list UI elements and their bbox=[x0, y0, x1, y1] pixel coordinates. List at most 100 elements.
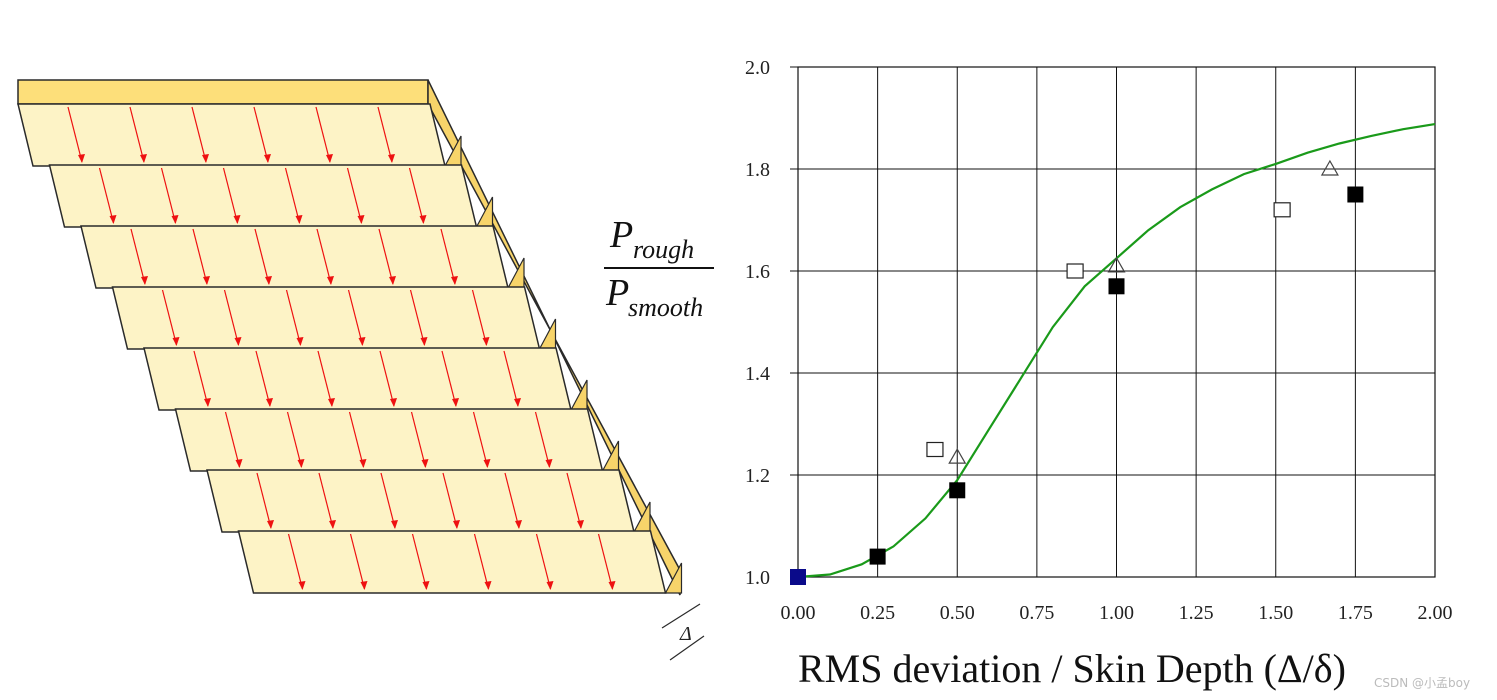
current-arrow bbox=[287, 533, 304, 590]
current-arrowhead bbox=[421, 459, 429, 468]
current-arrow bbox=[410, 411, 427, 468]
current-arrow bbox=[224, 411, 241, 468]
current-arrow bbox=[98, 167, 115, 224]
current-arrow bbox=[409, 289, 426, 346]
current-arrowhead bbox=[515, 520, 522, 529]
current-arrowhead bbox=[172, 337, 180, 346]
current-arrow bbox=[254, 228, 270, 285]
current-arrowhead bbox=[266, 398, 273, 407]
y-axis-label: P rough P smooth bbox=[604, 214, 714, 322]
current-arrow bbox=[284, 167, 301, 224]
y-label-numerator: P bbox=[609, 214, 633, 256]
data-point-open-square bbox=[1066, 263, 1084, 279]
current-arrow bbox=[442, 472, 458, 529]
current-arrow bbox=[472, 411, 489, 468]
data-point-filled-square bbox=[949, 482, 966, 499]
current-arrow bbox=[378, 228, 394, 285]
delta-dim-line bbox=[661, 603, 701, 629]
current-arrow bbox=[315, 106, 331, 163]
y-label-denominator-sub: smooth bbox=[628, 293, 703, 322]
current-arrow bbox=[317, 350, 333, 407]
current-arrowhead bbox=[357, 215, 365, 224]
current-arrowhead bbox=[577, 520, 584, 529]
current-arrowhead bbox=[234, 337, 242, 346]
current-arrowhead bbox=[78, 154, 85, 163]
current-arrowhead bbox=[326, 154, 333, 163]
y-tick-label: 1.6 bbox=[745, 261, 770, 283]
current-arrow bbox=[566, 472, 582, 529]
current-arrowhead bbox=[389, 276, 396, 285]
current-arrowhead bbox=[203, 276, 210, 285]
current-arrowhead bbox=[235, 459, 243, 468]
current-arrow bbox=[349, 533, 366, 590]
current-arrowhead bbox=[140, 154, 147, 163]
current-arrowhead bbox=[388, 154, 395, 163]
current-arrowhead bbox=[359, 459, 367, 468]
current-arrow bbox=[441, 350, 457, 407]
x-tick-label: 1.25 bbox=[1179, 602, 1214, 624]
data-point-filled-square bbox=[1347, 186, 1364, 203]
current-arrow bbox=[67, 106, 83, 163]
y-tick-label: 1.8 bbox=[745, 159, 770, 181]
rough-conductor-illustration: Δ bbox=[17, 79, 705, 661]
current-arrow bbox=[471, 289, 488, 346]
current-arrow bbox=[380, 472, 396, 529]
current-arrowhead bbox=[483, 459, 491, 468]
current-arrow bbox=[504, 472, 520, 529]
current-arrowhead bbox=[202, 154, 209, 163]
current-arrow bbox=[253, 106, 269, 163]
x-tick-label: 1.00 bbox=[1099, 602, 1134, 624]
layer-step bbox=[664, 562, 683, 594]
data-point-open-triangle bbox=[1107, 256, 1126, 273]
current-arrowhead bbox=[546, 581, 554, 590]
watermark: CSDN @小孟boy bbox=[1374, 676, 1470, 690]
current-arrowhead bbox=[204, 398, 211, 407]
x-tick-label: 0.50 bbox=[940, 602, 975, 624]
current-arrow bbox=[130, 228, 146, 285]
current-arrowhead bbox=[514, 398, 521, 407]
current-arrowhead bbox=[233, 215, 241, 224]
current-arrowhead bbox=[265, 276, 272, 285]
current-arrow bbox=[318, 472, 334, 529]
current-arrowhead bbox=[298, 581, 306, 590]
current-arrow bbox=[346, 167, 363, 224]
current-arrow bbox=[286, 411, 303, 468]
current-arrowhead bbox=[109, 215, 117, 224]
current-arrowhead bbox=[545, 459, 553, 468]
current-arrowhead bbox=[608, 581, 616, 590]
current-arrowhead bbox=[327, 276, 334, 285]
current-arrow bbox=[348, 411, 365, 468]
current-arrowhead bbox=[419, 215, 427, 224]
current-arrowhead bbox=[390, 398, 397, 407]
current-arrowhead bbox=[329, 520, 336, 529]
current-arrowhead bbox=[452, 398, 459, 407]
current-arrow bbox=[129, 106, 145, 163]
top-face bbox=[17, 79, 429, 105]
current-arrowhead bbox=[297, 459, 305, 468]
current-arrowhead bbox=[328, 398, 335, 407]
current-arrow bbox=[534, 411, 551, 468]
current-arrow bbox=[223, 289, 240, 346]
x-tick-label: 1.75 bbox=[1338, 602, 1373, 624]
current-arrowhead bbox=[267, 520, 274, 529]
x-tick-label: 0.00 bbox=[781, 602, 816, 624]
current-arrowhead bbox=[482, 337, 490, 346]
x-axis-label: RMS deviation / Skin Depth (Δ/δ) bbox=[798, 646, 1346, 691]
current-arrow bbox=[535, 533, 552, 590]
current-arrow bbox=[411, 533, 428, 590]
y-tick-label: 1.2 bbox=[745, 465, 770, 487]
current-arrow bbox=[255, 350, 271, 407]
current-arrow bbox=[192, 228, 208, 285]
x-tick-label: 1.50 bbox=[1258, 602, 1293, 624]
current-arrow bbox=[473, 533, 490, 590]
current-arrow bbox=[193, 350, 209, 407]
current-arrow bbox=[222, 167, 239, 224]
current-arrowhead bbox=[422, 581, 430, 590]
x-tick-label: 2.00 bbox=[1418, 602, 1453, 624]
current-arrowhead bbox=[358, 337, 366, 346]
chart: 0.00 0.25 0.50 0.75 1.00 1.25 1.50 1.75 2.00 1.0 1… bbox=[745, 57, 1453, 624]
data-point-filled-square bbox=[1108, 278, 1125, 295]
y-tick-label: 1.0 bbox=[745, 567, 770, 589]
current-arrow bbox=[377, 106, 393, 163]
